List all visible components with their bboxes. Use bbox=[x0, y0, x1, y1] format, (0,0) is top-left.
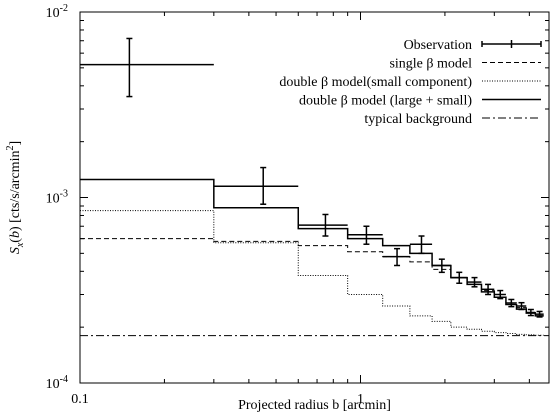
series-line bbox=[80, 210, 544, 336]
legend-item: single β model bbox=[389, 57, 541, 72]
legend-label: double β model(small component) bbox=[279, 75, 472, 90]
y-label-units: ) [cts/s/arcmin bbox=[8, 151, 23, 231]
legend-item: Observation bbox=[404, 38, 542, 53]
y-tick-label: 10-4 bbox=[46, 374, 68, 392]
series-line bbox=[80, 178, 544, 317]
x-tick-label: 0.1 bbox=[71, 392, 89, 407]
data-point bbox=[481, 283, 495, 296]
data-point bbox=[382, 247, 410, 267]
data-point bbox=[298, 213, 348, 237]
data-point bbox=[409, 235, 433, 255]
series-4 bbox=[80, 178, 544, 317]
series-layer bbox=[80, 37, 549, 337]
legend-item: double β model(small component) bbox=[279, 75, 541, 90]
data-point bbox=[347, 225, 383, 245]
ticks: 0.1 1 10-4 10-3 10-2 bbox=[46, 3, 549, 407]
data-point bbox=[467, 276, 482, 288]
y-label-sup: 2 bbox=[5, 146, 16, 151]
legend-label: double β model (large + small) bbox=[299, 94, 472, 109]
y-label-s: S bbox=[8, 247, 23, 254]
legend-item: double β model (large + small) bbox=[299, 94, 541, 109]
y-label-close: ] bbox=[8, 141, 23, 146]
data-point bbox=[80, 37, 214, 98]
y-tick-label: 10-2 bbox=[46, 3, 68, 21]
y-label-sub-x: x bbox=[15, 242, 26, 248]
x-axis-label: Projected radius b [arcmin] bbox=[238, 398, 391, 413]
legend-label: single β model bbox=[389, 57, 472, 72]
y-axis-label: Sx(b) [cts/s/arcmin2] bbox=[5, 141, 26, 254]
y-label-paren: ( bbox=[8, 238, 23, 243]
legend: Observation single β model double β model(… bbox=[279, 38, 542, 127]
legend-label: typical background bbox=[364, 112, 472, 127]
data-point bbox=[213, 166, 299, 205]
legend-label: Observation bbox=[404, 38, 472, 53]
y-tick-label: 10-3 bbox=[46, 189, 68, 207]
plot-frame bbox=[79, 11, 550, 384]
legend-item: typical background bbox=[364, 112, 541, 127]
svg-text:Sx(b) [cts/s/arcmin2]: Sx(b) [cts/s/arcmin2] bbox=[5, 141, 26, 254]
y-label-b: b bbox=[8, 231, 23, 238]
x-tick-label: 1 bbox=[357, 392, 364, 407]
series-3 bbox=[80, 210, 544, 336]
